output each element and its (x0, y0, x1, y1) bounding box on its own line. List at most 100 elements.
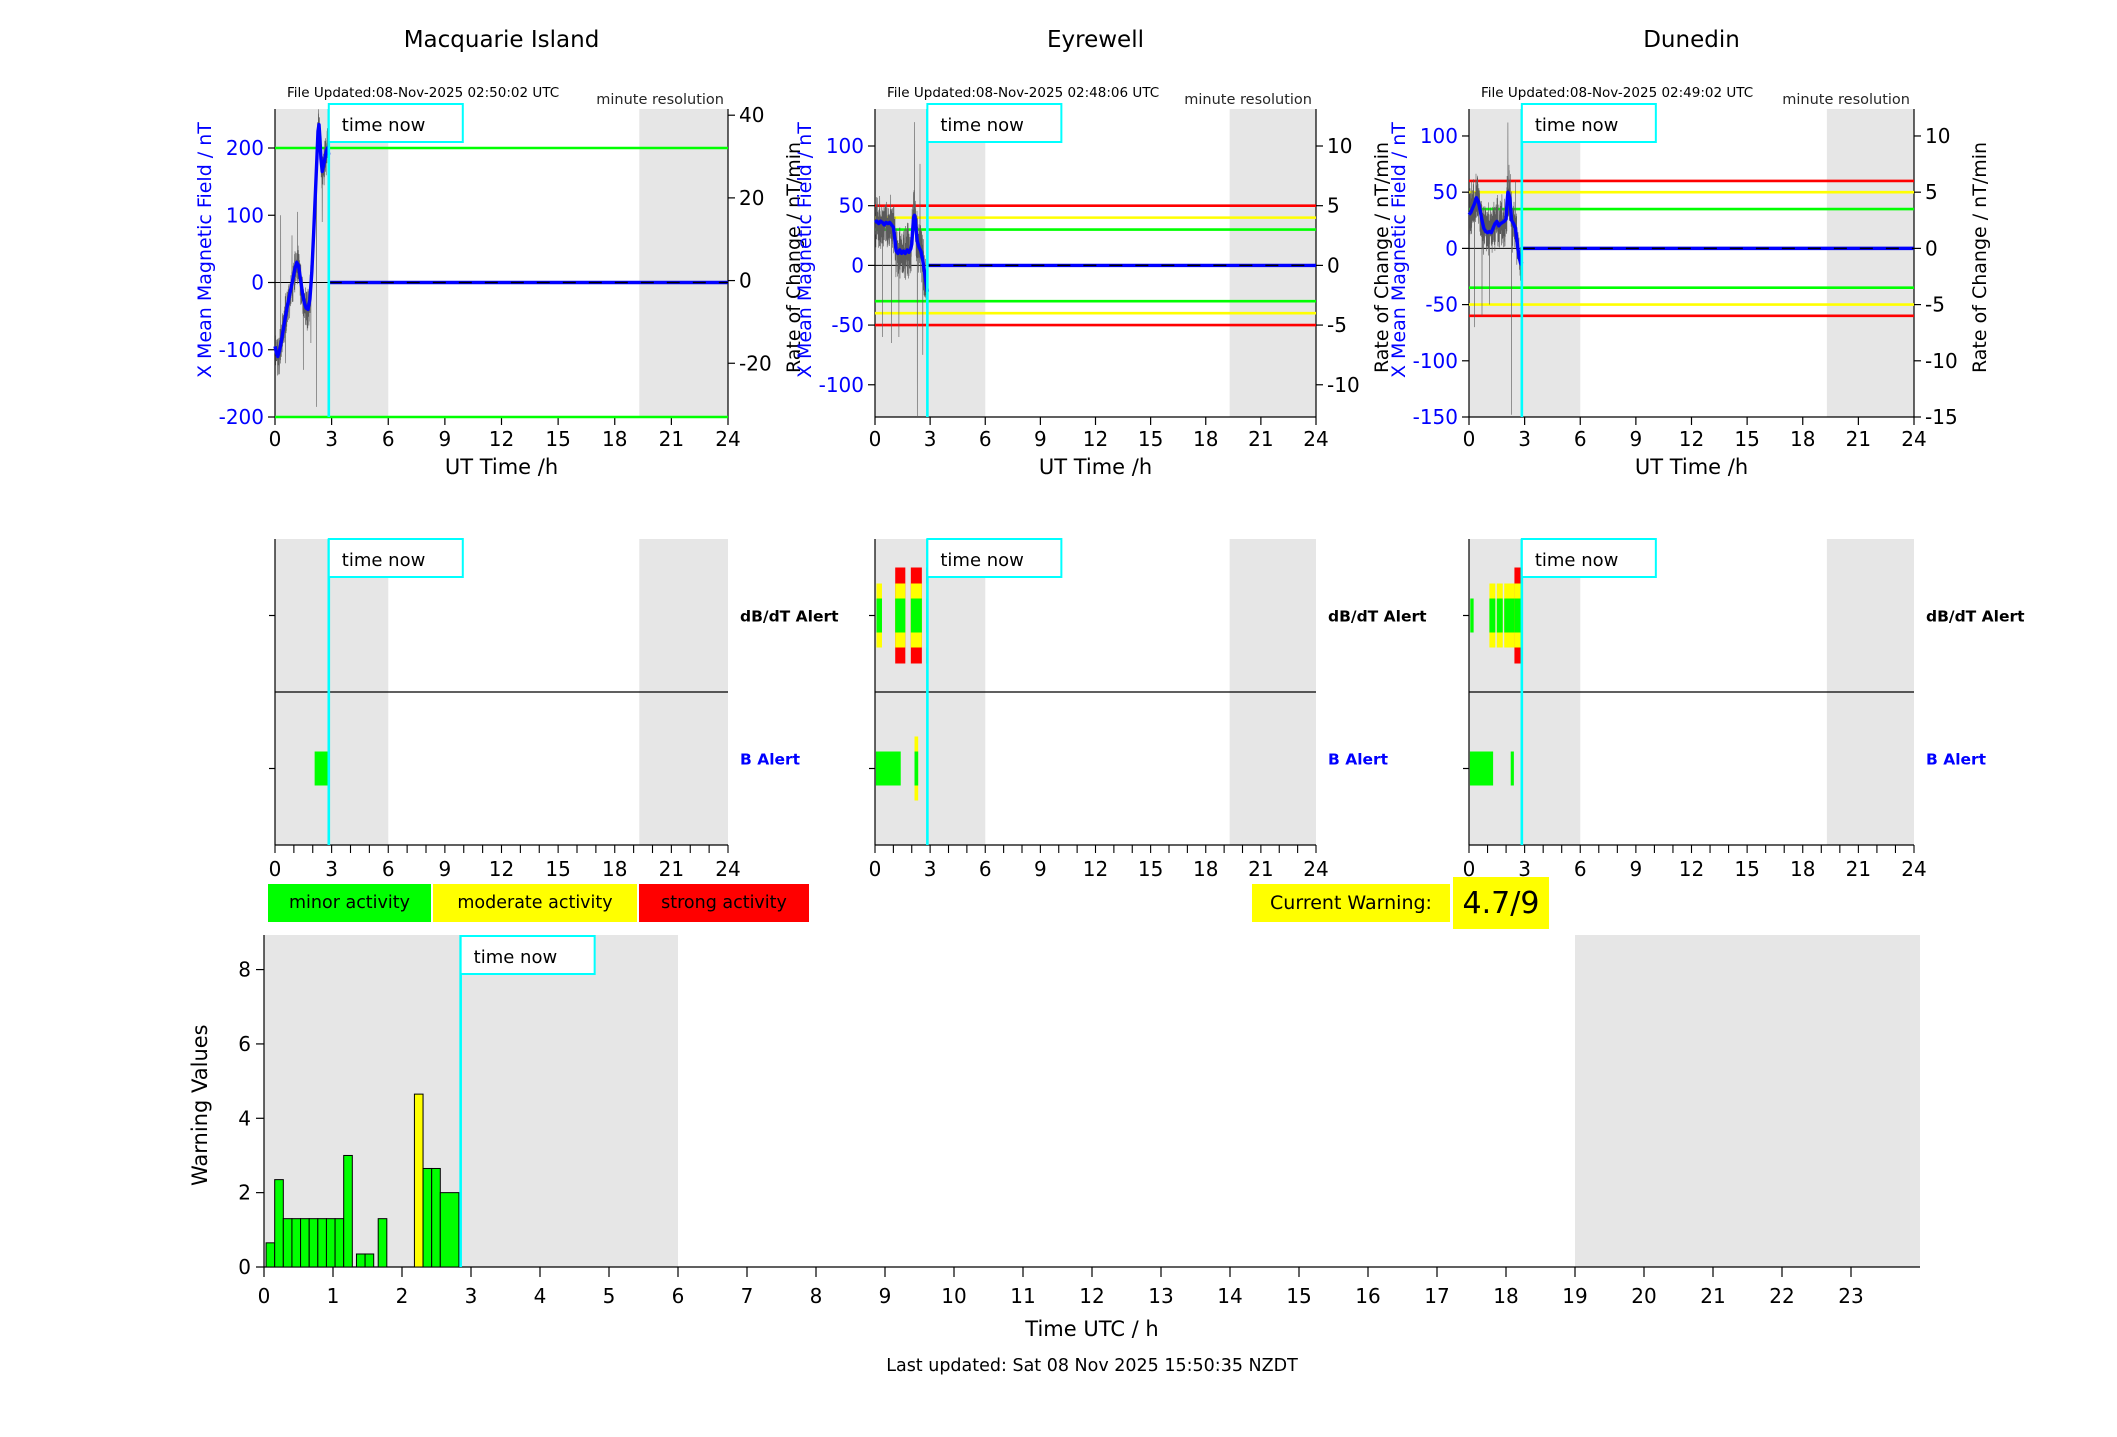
x-tick-label: 3 (325, 427, 338, 451)
x-tick-label: 0 (869, 427, 882, 451)
alert-x-tick-label: 18 (602, 857, 627, 881)
alert-x-tick-label: 24 (1303, 857, 1328, 881)
x-tick-label: 3 (1518, 427, 1531, 451)
warning-value-bar (422, 1167, 433, 1268)
bottom-x-tick-label: 16 (1355, 1284, 1380, 1308)
alert-x-tick-label: 6 (1574, 857, 1587, 881)
bottom-x-tick-label: 17 (1424, 1284, 1449, 1308)
warning-value-bar (308, 1218, 319, 1268)
bottom-y-tick-label: 0 (238, 1255, 251, 1279)
time-now-label: time now (940, 115, 1024, 136)
left-tick-label: 50 (839, 194, 864, 218)
alert-x-tick-label: 12 (489, 857, 514, 881)
alert-bar-minor (1510, 751, 1514, 786)
bottom-x-tick-label: 22 (1769, 1284, 1794, 1308)
alert-bar-minor (1514, 598, 1522, 633)
left-tick-label: 0 (851, 253, 864, 277)
bottom-x-tick-label: 20 (1631, 1284, 1656, 1308)
warning-value-bar (364, 1253, 375, 1268)
x-tick-label: 18 (1790, 427, 1815, 451)
alert-bar-minor (895, 598, 906, 633)
bottom-x-tick-label: 12 (1079, 1284, 1104, 1308)
x-tick-label: 0 (1463, 427, 1476, 451)
night-shade-band (639, 109, 728, 417)
right-y-axis-title: Rate of Change / nT/min (1371, 142, 1393, 373)
bottom-x-tick-label: 0 (258, 1284, 271, 1308)
alert-x-tick-label: 3 (1518, 857, 1531, 881)
x-tick-label: 9 (1034, 427, 1047, 451)
alert-time-now-label: time now (1535, 550, 1619, 571)
right-tick-label: 0 (1925, 236, 1938, 260)
file-updated-label: File Updated:08-Nov-2025 02:49:02 UTC (1481, 85, 1753, 101)
alert-time-now-box (926, 538, 1063, 578)
warning-value-bar (413, 1093, 424, 1268)
alert-x-tick-label: 9 (439, 857, 452, 881)
x-tick-label: 21 (1846, 427, 1871, 451)
right-tick-label: -10 (1925, 349, 1958, 373)
x-tick-label: 21 (1248, 427, 1273, 451)
b-alert-label: B Alert (1328, 751, 1389, 769)
alert-bar-minor (876, 598, 882, 633)
alert-x-tick-label: 0 (1463, 857, 1476, 881)
alert-bar-minor (314, 751, 330, 786)
bottom-x-tick-label: 19 (1562, 1284, 1587, 1308)
alert-x-tick-label: 15 (545, 857, 570, 881)
alert-x-tick-label: 12 (1083, 857, 1108, 881)
alert-x-tick-label: 21 (1846, 857, 1871, 881)
alert-bar-minor (914, 751, 919, 786)
left-tick-label: 100 (826, 134, 864, 158)
right-tick-label: -20 (739, 351, 772, 375)
b-alert-label: B Alert (1926, 751, 1987, 769)
alert-time-now-label: time now (940, 550, 1024, 571)
bottom-x-tick-label: 10 (941, 1284, 966, 1308)
alert-time-now-box (327, 538, 464, 578)
right-tick-label: -15 (1925, 405, 1958, 429)
bottom-y-axis-title: Warning Values (188, 1024, 212, 1186)
bottom-x-axis-title: Time UTC / h (1024, 1317, 1158, 1341)
x-tick-label: 9 (439, 427, 452, 451)
alert-x-tick-label: 24 (715, 857, 740, 881)
night-shade-band (875, 109, 986, 417)
alert-bar-minor (1489, 598, 1496, 633)
x-tick-label: 6 (382, 427, 395, 451)
time-now-label: time now (342, 115, 426, 136)
file-updated-label: File Updated:08-Nov-2025 02:48:06 UTC (887, 85, 1159, 101)
alert-bar-minor (875, 751, 901, 786)
right-tick-label: -5 (1327, 313, 1347, 337)
left-tick-label: -50 (831, 313, 864, 337)
left-tick-label: -100 (219, 338, 264, 362)
alert-bar-minor (1504, 598, 1515, 633)
bottom-x-tick-label: 4 (534, 1284, 547, 1308)
bottom-x-tick-label: 7 (741, 1284, 754, 1308)
x-tick-label: 24 (1303, 427, 1328, 451)
time-now-box (926, 103, 1063, 143)
alert-x-tick-label: 18 (1790, 857, 1815, 881)
alert-x-tick-label: 15 (1138, 857, 1163, 881)
alert-x-tick-label: 6 (979, 857, 992, 881)
magnetic-field-series (874, 213, 930, 292)
right-tick-label: 20 (739, 186, 764, 210)
x-tick-label: 15 (545, 427, 570, 451)
right-tick-label: 0 (1327, 253, 1340, 277)
bottom-x-tick-label: 18 (1493, 1284, 1518, 1308)
x-tick-label: 3 (924, 427, 937, 451)
x-tick-label: 18 (1193, 427, 1218, 451)
time-now-box (327, 103, 464, 143)
right-tick-label: 10 (1327, 134, 1352, 158)
left-tick-label: 200 (226, 136, 264, 160)
right-tick-label: 5 (1327, 194, 1340, 218)
warning-value-bar (291, 1218, 302, 1268)
night-shade-band (1469, 109, 1581, 417)
x-tick-label: 6 (979, 427, 992, 451)
x-tick-label: 0 (269, 427, 282, 451)
noise-series (875, 122, 929, 418)
station-title: Macquarie Island (404, 27, 600, 53)
warning-value-bar (317, 1218, 327, 1268)
right-tick-label: 40 (739, 103, 764, 127)
file-updated-label: File Updated:08-Nov-2025 02:50:02 UTC (287, 85, 559, 101)
warning-value-bar (274, 1179, 284, 1268)
alert-bar-minor (1470, 598, 1474, 633)
warning-value-bar (439, 1192, 460, 1268)
bottom-y-tick-label: 2 (238, 1181, 251, 1205)
